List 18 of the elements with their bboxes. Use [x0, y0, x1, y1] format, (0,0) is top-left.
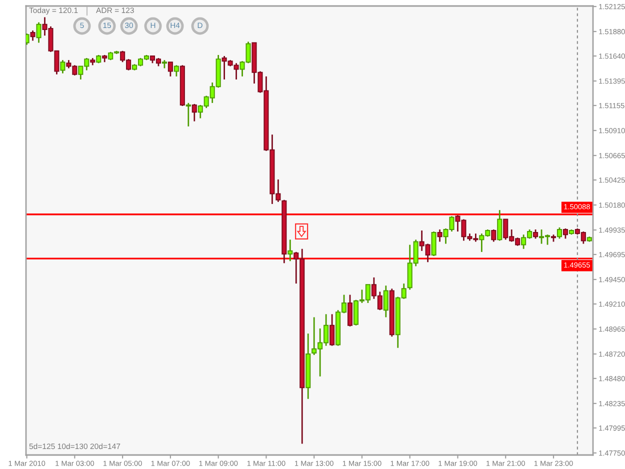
- candlestick: [186, 102, 191, 128]
- candlestick: [288, 238, 293, 262]
- candlestick: [168, 61, 173, 78]
- candlestick: [60, 59, 66, 74]
- candlestick: [330, 313, 335, 347]
- candlestick: [30, 30, 36, 42]
- candlestick: [562, 228, 568, 240]
- candlestick: [383, 284, 388, 318]
- candlestick: [174, 64, 179, 78]
- candlestick: [347, 294, 353, 328]
- candlestick: [36, 22, 42, 44]
- candlestick: [491, 228, 496, 242]
- candlestick: [556, 226, 562, 240]
- candlestick: [192, 103, 197, 122]
- candlestick: [431, 230, 436, 257]
- candlestick: [437, 228, 442, 242]
- candlestick: [533, 228, 538, 240]
- candlestick: [497, 209, 502, 242]
